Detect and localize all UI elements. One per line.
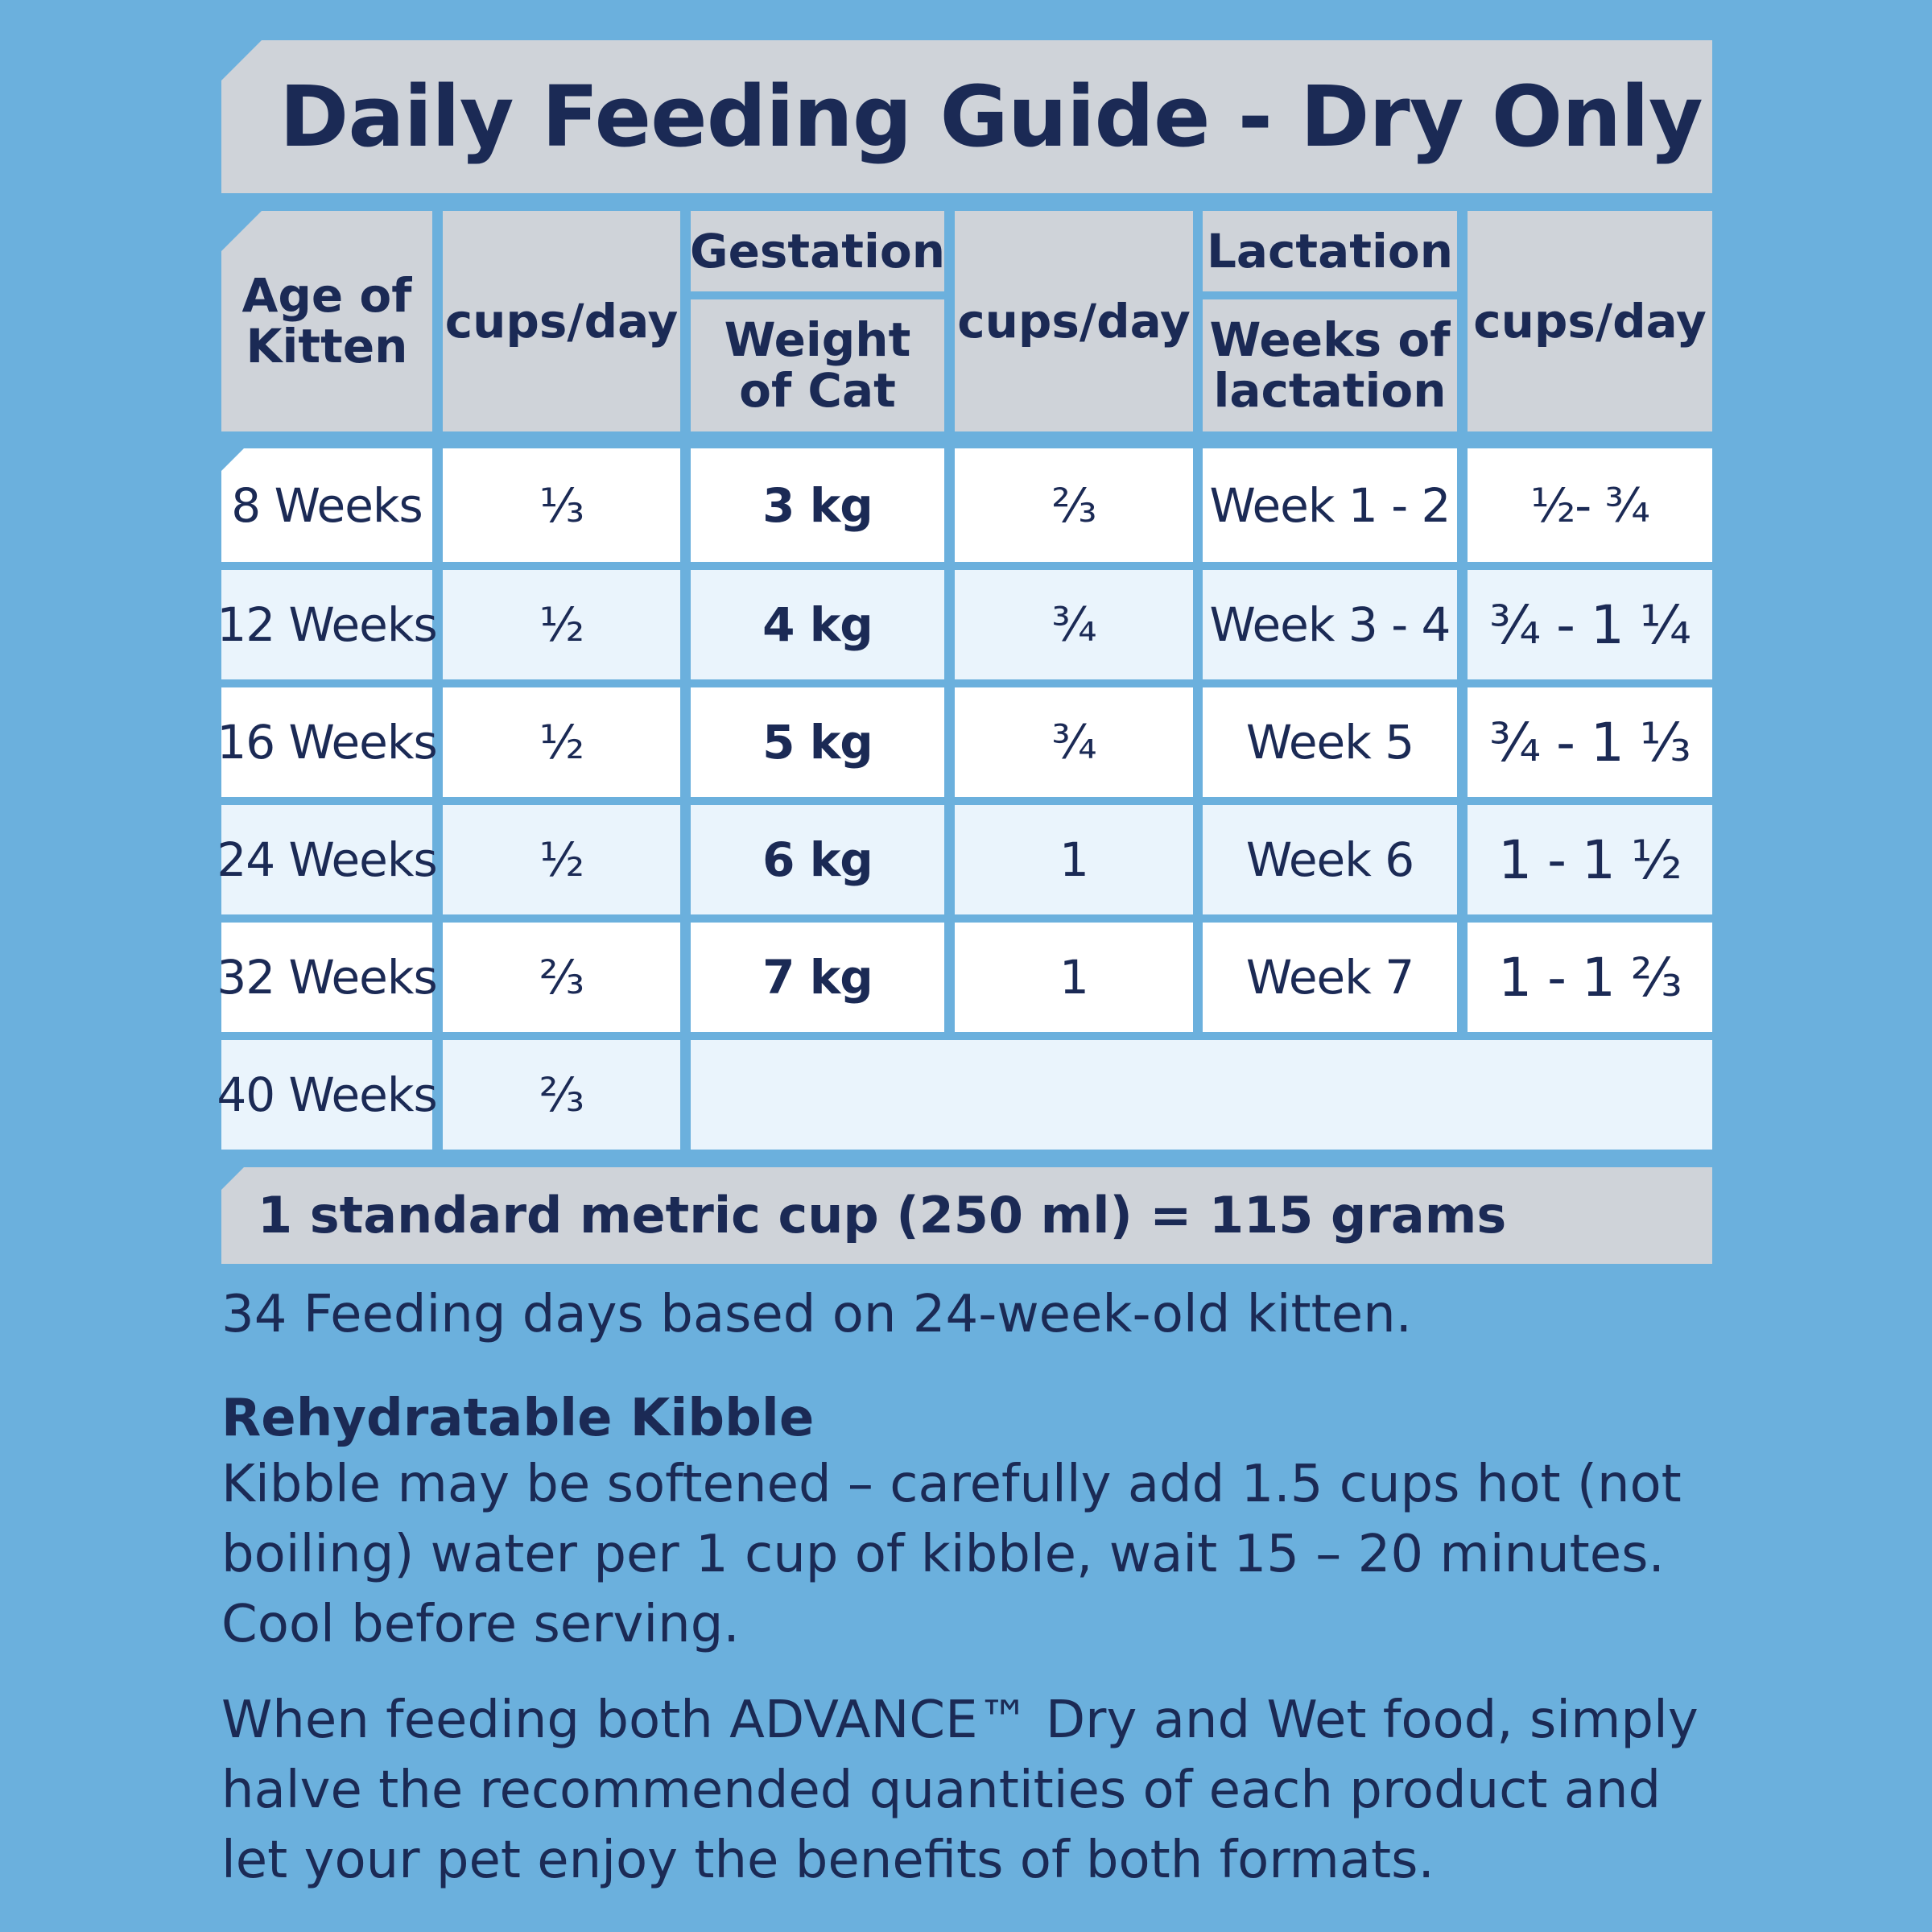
gestation-cups-cell: 1 [955, 923, 1193, 1032]
kitten-age-cell: 8 Weeks [221, 448, 432, 562]
rehydratable-heading: Rehydratable Kibble [221, 1389, 815, 1448]
lactation-cups-cell: ¾ - 1 ⅓ [1468, 687, 1712, 797]
lactation-cups-cell: 1 - 1 ⅔ [1468, 923, 1712, 1032]
lactation-weeks-cell: Week 5 [1203, 687, 1457, 797]
header-lactation: Lactation [1203, 211, 1457, 291]
kitten-age-cell: 12 Weeks [217, 570, 438, 679]
header-weeks-of-lactation: Weeks of lactation [1203, 299, 1457, 431]
gestation-cups-cell: ⅔ [955, 448, 1193, 562]
title-bar: Daily Feeding Guide - Dry Only [221, 40, 1712, 193]
lactation-cups-cell: 1 - 1 ½ [1468, 805, 1712, 914]
cat-weight-cell: 4 kg [691, 570, 944, 679]
lactation-cups-cell: ¾ - 1 ¼ [1468, 570, 1712, 679]
feeding-days-note: 34 Feeding days based on 24-week-old kit… [221, 1285, 1412, 1344]
header-age-of-kitten: Age of Kitten [221, 211, 432, 431]
cat-weight-cell: 6 kg [691, 805, 944, 914]
kitten-age-cell: 24 Weeks [217, 805, 438, 914]
lactation-weeks-cell: Week 3 - 4 [1203, 570, 1457, 679]
page-title: Daily Feeding Guide - Dry Only [279, 68, 1703, 166]
header-cups-day-kitten: cups/day [443, 211, 680, 431]
gestation-cups-cell: ¾ [955, 570, 1193, 679]
header-gestation: Gestation [690, 211, 945, 291]
cup-conversion-text: 1 standard metric cup (250 ml) = 115 gra… [258, 1186, 1507, 1245]
kitten-age-cell: 32 Weeks [217, 923, 438, 1032]
cat-weight-cell: 3 kg [691, 448, 944, 562]
cup-conversion-bar: 1 standard metric cup (250 ml) = 115 gra… [221, 1167, 1712, 1264]
kitten-age-cell: 16 Weeks [217, 687, 438, 797]
lactation-weeks-cell: Week 1 - 2 [1203, 448, 1457, 562]
kitten-cups-cell: ½ [443, 570, 680, 679]
gestation-cups-cell: 1 [955, 805, 1193, 914]
cat-weight-cell: 7 kg [691, 923, 944, 1032]
header-cups-day-lactation: cups/day [1468, 211, 1712, 431]
cat-weight-cell: 5 kg [691, 687, 944, 797]
kitten-cups-cell: ½ [443, 805, 680, 914]
kitten-cups-cell: ⅔ [443, 923, 680, 1032]
rehydratable-text: Kibble may be softened – carefully add 1… [221, 1455, 1682, 1654]
kitten-age-cell: 40 Weeks [217, 1040, 438, 1150]
lactation-weeks-cell: Week 6 [1203, 805, 1457, 914]
lactation-weeks-cell: Week 7 [1203, 923, 1457, 1032]
combined-feeding-note: When feeding both ADVANCE™ Dry and Wet f… [221, 1690, 1699, 1890]
empty-merged-cell [691, 1040, 1712, 1150]
lactation-cups-cell: ½- ¾ [1468, 448, 1712, 562]
header-weight-of-cat: Weight of Cat [691, 299, 944, 431]
header-cups-day-gestation: cups/day [955, 211, 1193, 431]
gestation-cups-cell: ¾ [955, 687, 1193, 797]
kitten-cups-cell: ⅔ [443, 1040, 680, 1150]
kitten-cups-cell: ½ [443, 687, 680, 797]
kitten-cups-cell: ⅓ [443, 448, 680, 562]
